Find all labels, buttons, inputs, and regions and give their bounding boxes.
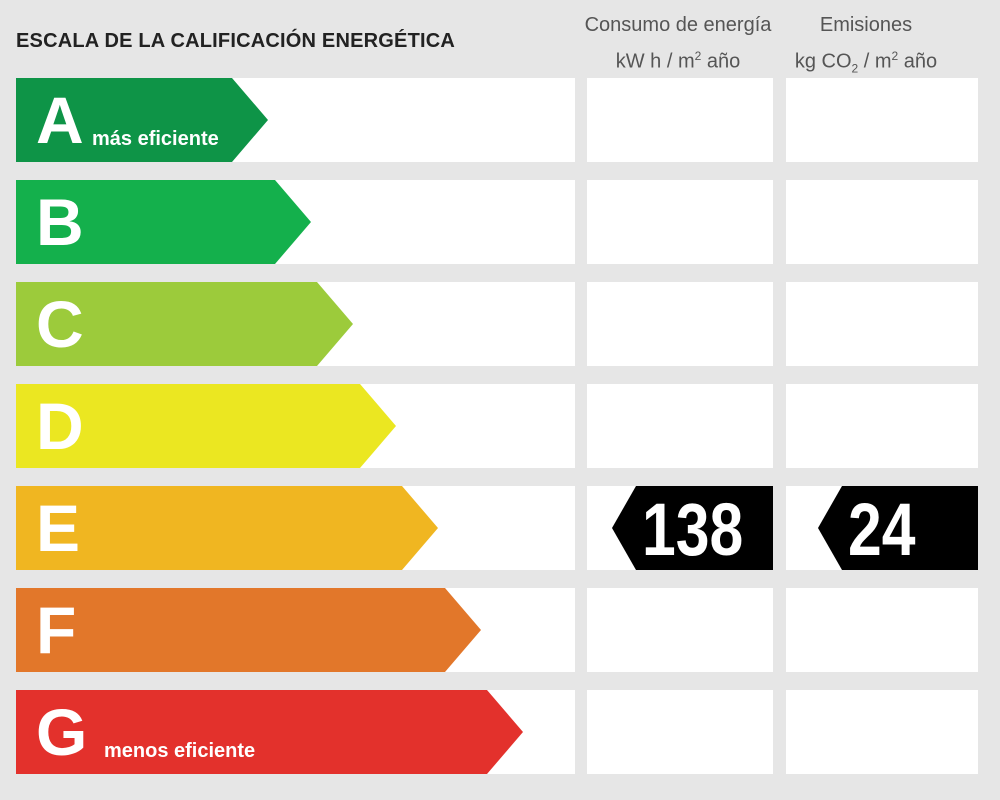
emissions-value-marker: 24	[818, 486, 978, 570]
rating-label-cell: E	[16, 486, 575, 570]
rating-label-cell: C	[16, 282, 575, 366]
energy-value: 138	[642, 488, 744, 571]
energy-cell	[587, 384, 773, 468]
rating-row-d: D	[0, 384, 1000, 468]
energy-value-marker: 138	[612, 486, 773, 570]
rating-sublabel: menos eficiente	[104, 740, 256, 762]
energy-cell	[587, 180, 773, 264]
rating-letter: D	[36, 389, 84, 463]
emissions-header-line1: Emisiones	[819, 14, 913, 36]
rating-label-cell: B	[16, 180, 575, 264]
energy-cell	[587, 588, 773, 672]
rating-letter: C	[36, 287, 84, 361]
emissions-cell	[786, 588, 978, 672]
energy-column-header: Consumo de energía kW h / m2 año	[578, 10, 778, 78]
rating-row-c: C	[0, 282, 1000, 366]
rating-sublabel: más eficiente	[92, 128, 219, 150]
rating-row-b: B	[0, 180, 1000, 264]
page-title: ESCALA DE LA CALIFICACIÓN ENERGÉTICA	[16, 30, 456, 52]
rating-letter: F	[36, 593, 77, 667]
energy-cell	[587, 282, 773, 366]
emissions-cell	[786, 690, 978, 774]
emissions-column-header: Emisiones kg CO2 / m2 año	[766, 10, 966, 85]
emissions-cell	[786, 180, 978, 264]
emissions-value: 24	[848, 488, 916, 571]
rating-label-cell: D	[16, 384, 575, 468]
energy-cell	[587, 78, 773, 162]
emissions-cell	[786, 78, 978, 162]
rating-letter: A	[36, 83, 84, 157]
rating-arrow-d: D	[16, 384, 396, 468]
emissions-cell	[786, 384, 978, 468]
rating-label-cell: F	[16, 588, 575, 672]
emissions-cell	[786, 282, 978, 366]
rating-arrow-b: B	[16, 180, 311, 264]
rating-row-e: E 138 24	[0, 486, 1000, 570]
rating-row-f: F	[0, 588, 1000, 672]
rating-arrow-c: C	[16, 282, 353, 366]
energy-cell	[587, 690, 773, 774]
rating-letter: G	[36, 695, 88, 769]
rating-arrow-e: E	[16, 486, 438, 570]
energy-header-line1: Consumo de energía	[584, 14, 772, 36]
rating-letter: B	[36, 185, 84, 259]
energy-header-line2: kW h / m2 año	[615, 49, 741, 73]
rating-arrow-f: F	[16, 588, 481, 672]
energy-cell: 138	[587, 486, 773, 570]
rating-letter: E	[36, 491, 81, 565]
emissions-header-line2: kg CO2 / m2 año	[794, 49, 938, 76]
emissions-cell: 24	[786, 486, 978, 570]
